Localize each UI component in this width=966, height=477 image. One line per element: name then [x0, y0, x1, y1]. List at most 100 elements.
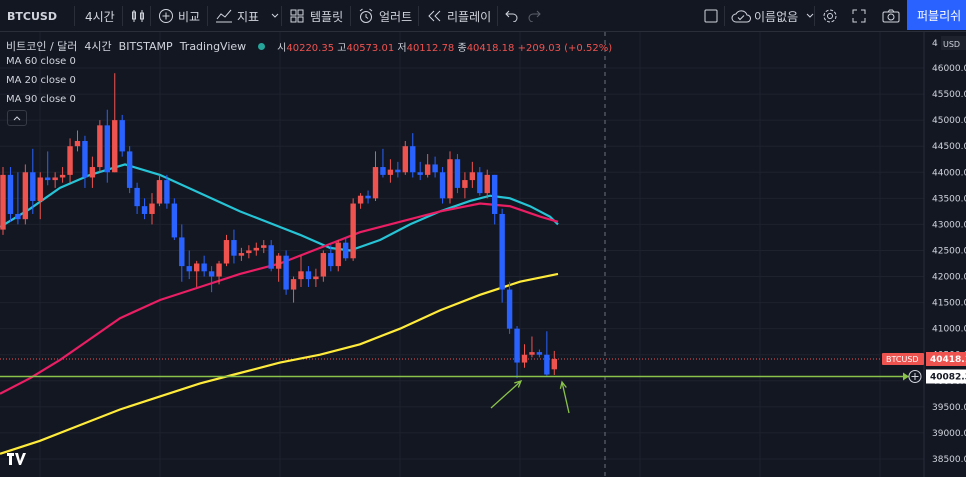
- candle: [119, 114, 125, 157]
- price-tick-label: 38500.00: [932, 455, 966, 465]
- collapse-legend-button[interactable]: [7, 110, 27, 126]
- indicators-label: 지표: [237, 9, 260, 24]
- toolbar-divider: [350, 6, 351, 26]
- chart-type-button[interactable]: [130, 0, 146, 32]
- candle: [126, 146, 133, 194]
- indicators-button[interactable]: 지표: [215, 0, 279, 32]
- price-tick-label: 45000.00: [932, 116, 966, 126]
- candle: [104, 109, 110, 183]
- candle: [149, 193, 155, 225]
- candle: [365, 190, 371, 204]
- candle: [7, 167, 14, 222]
- price-tick-label: 39000.00: [932, 429, 966, 439]
- candle: [156, 174, 163, 207]
- square-icon: [704, 9, 718, 23]
- chevron-up-icon: [13, 116, 21, 121]
- candle: [477, 167, 483, 196]
- candle: [45, 151, 51, 186]
- cloud-check-icon: [731, 10, 751, 23]
- candle: [343, 237, 349, 261]
- candle: [179, 224, 185, 282]
- indicator-ma20[interactable]: MA 20 close 0: [6, 75, 76, 86]
- moving-averages: [0, 163, 559, 455]
- price-tick-label: 46000.00: [932, 64, 966, 74]
- candle: [216, 260, 222, 285]
- settings-button[interactable]: [822, 0, 838, 32]
- layout-name-label: 이름없음: [754, 9, 799, 24]
- publish-button[interactable]: 퍼블리쉬: [907, 0, 966, 30]
- undo-button[interactable]: [505, 0, 519, 32]
- candle: [499, 208, 505, 303]
- price-tick-label: 41000.00: [932, 325, 966, 335]
- candle: [97, 120, 103, 173]
- arrow-drawing[interactable]: [559, 380, 570, 414]
- candle: [15, 172, 21, 225]
- candle: [283, 250, 289, 295]
- symbol-search-button[interactable]: BTCUSD: [7, 9, 57, 23]
- compare-button[interactable]: 비교: [158, 0, 200, 32]
- chevron-down-icon: [806, 13, 814, 18]
- candle: [141, 198, 148, 220]
- price-chart[interactable]: 46000.00 45500.00 45000.00 44500.00 44000.00…: [0, 32, 966, 477]
- price-axis-top-partial: 4: [932, 39, 938, 49]
- toolbar-divider: [497, 6, 498, 26]
- last-price-tag: BTCUSD 40418.18: [882, 351, 966, 366]
- alerts-label: 얼러트: [379, 9, 413, 24]
- price-tick-label: 43000.00: [932, 220, 966, 230]
- candle: [261, 240, 267, 254]
- hline-price-tag: 40082.3: [926, 369, 966, 384]
- layout-button[interactable]: [704, 0, 718, 32]
- indicator-ma60[interactable]: MA 60 close 0: [6, 56, 76, 67]
- alert-button[interactable]: 얼러트: [358, 0, 412, 32]
- legend-interval: 4시간: [84, 40, 112, 53]
- candle: [268, 240, 274, 272]
- candle: [30, 148, 36, 214]
- ma-line: [0, 163, 559, 252]
- tradingview-logo: [6, 452, 26, 470]
- undo-icon: [505, 10, 518, 22]
- save-layout-button[interactable]: 이름없음: [731, 0, 814, 32]
- candle: [275, 253, 282, 282]
- candle: [372, 151, 379, 201]
- price-tick-label: 42500.00: [932, 246, 966, 256]
- indicator-ma90[interactable]: MA 90 close 0: [6, 94, 76, 105]
- candle: [439, 167, 446, 204]
- snapshot-button[interactable]: [882, 0, 900, 32]
- candle: [469, 161, 476, 188]
- arrow-drawing[interactable]: [490, 380, 523, 409]
- candle: [447, 151, 453, 204]
- rewind-icon: [428, 10, 441, 22]
- price-tick-label: 44500.00: [932, 142, 966, 152]
- candle: [432, 156, 438, 178]
- templates-label: 템플릿: [310, 9, 344, 24]
- arrow-drawings[interactable]: [490, 380, 570, 414]
- redo-button[interactable]: [527, 0, 541, 32]
- candle: [484, 169, 490, 199]
- svg-text:BTCUSD: BTCUSD: [886, 355, 919, 364]
- candle: [201, 255, 207, 277]
- price-tick-label: 45500.00: [932, 90, 966, 100]
- price-axis[interactable]: [924, 32, 966, 477]
- add-plus-icon[interactable]: [908, 370, 922, 384]
- currency-selector[interactable]: USD: [941, 36, 966, 50]
- candle: [82, 135, 88, 188]
- toolbar-divider: [418, 6, 419, 26]
- fullscreen-button[interactable]: [852, 0, 866, 32]
- candle: [380, 148, 386, 178]
- price-tick-label: 43500.00: [932, 194, 966, 204]
- candlestick-icon: [132, 10, 144, 22]
- chart-legend: 비트코인 / 달러 4시간 BITSTAMP TradingView 시4022…: [6, 38, 612, 54]
- symbol-title[interactable]: 비트코인 / 달러: [6, 40, 78, 53]
- grid-icon: [290, 9, 304, 23]
- interval-button[interactable]: 4시간: [85, 9, 115, 24]
- candles: [0, 73, 557, 379]
- templates-button[interactable]: 템플릿: [290, 0, 343, 32]
- toolbar-divider: [207, 6, 208, 26]
- candle: [164, 174, 170, 209]
- price-tick-label: 44000.00: [932, 168, 966, 178]
- candle: [186, 250, 192, 280]
- replay-button[interactable]: 리플레이: [426, 0, 491, 32]
- candle: [410, 133, 416, 178]
- candle: [417, 161, 423, 181]
- top-toolbar: BTCUSD 4시간 비교 지표 템플릿 얼러트 리플레이 이름없음: [0, 0, 966, 32]
